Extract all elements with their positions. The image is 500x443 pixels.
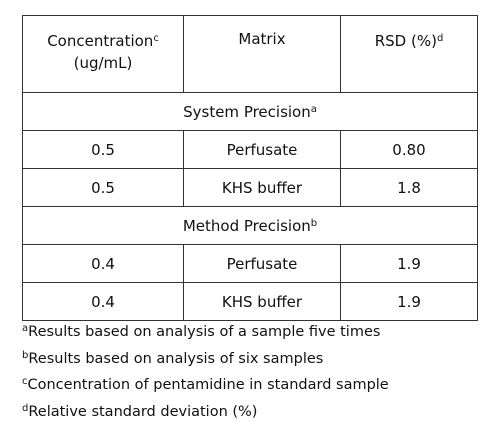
cell: 1.9 — [340, 244, 478, 283]
footnote: cConcentration of pentamidine in standar… — [22, 369, 389, 396]
footnote-mark: b — [310, 217, 318, 229]
footnote: aResults based on analysis of a sample f… — [22, 316, 389, 343]
footnote-text: Results based on analysis of a sample fi… — [28, 324, 381, 340]
header-unit: (ug/mL) — [73, 54, 133, 72]
footnote-mark: d — [22, 403, 29, 415]
footnote: bResults based on analysis of six sample… — [22, 343, 389, 370]
cell: KHS buffer — [183, 282, 341, 321]
cell: 1.9 — [340, 282, 478, 321]
footnote-text: Concentration of pentamidine in standard… — [27, 377, 389, 394]
cell: 0.80 — [340, 130, 478, 169]
footnote: dRelative standard deviation (%) — [22, 396, 389, 423]
precision-table: Concentrationc (ug/mL) Matrix RSD (%)d Syste… — [22, 15, 478, 321]
cell: Perfusate — [183, 244, 341, 283]
footnote-text: Results based on analysis of six samples — [28, 350, 324, 367]
footnote-mark: a — [310, 103, 317, 115]
footnote-mark: d — [436, 33, 444, 44]
data-row: 0.5 KHS buffer 1.8 — [22, 168, 478, 207]
cell: Perfusate — [183, 130, 341, 169]
footnote-mark: c — [153, 33, 159, 44]
cell: 0.5 — [22, 168, 184, 207]
section-row: System Precisiona — [22, 92, 478, 131]
cell: 0.5 — [22, 130, 184, 169]
section-row: Method Precisionb — [22, 206, 478, 245]
header-label: Matrix — [238, 30, 286, 48]
header-label: RSD (%) — [374, 32, 437, 50]
footnote-mark: b — [22, 349, 29, 361]
section-label: System Precision — [183, 102, 311, 121]
header-label: Concentration — [47, 32, 154, 50]
cell: 1.8 — [340, 168, 478, 207]
data-row: 0.5 Perfusate 0.80 — [22, 130, 478, 169]
footnote-mark: c — [22, 376, 28, 388]
header-row: Concentrationc (ug/mL) Matrix RSD (%)d — [22, 15, 478, 93]
cell: KHS buffer — [183, 168, 341, 207]
footnote-mark: a — [22, 323, 29, 334]
section-title: System Precisiona — [22, 92, 478, 131]
data-row: 0.4 KHS buffer 1.9 — [22, 282, 478, 321]
header-cell: Matrix — [183, 15, 341, 93]
footnote-text: Relative standard deviation (%) — [28, 404, 258, 421]
cell: 0.4 — [22, 244, 184, 283]
section-label: Method Precision — [182, 216, 311, 235]
header-cell: Concentrationc (ug/mL) — [22, 15, 184, 93]
cell: 0.4 — [22, 282, 184, 321]
data-row: 0.4 Perfusate 1.9 — [22, 244, 478, 283]
header-cell: RSD (%)d — [340, 15, 478, 93]
footnotes: aResults based on analysis of a sample f… — [22, 316, 389, 423]
section-title: Method Precisionb — [22, 206, 478, 245]
